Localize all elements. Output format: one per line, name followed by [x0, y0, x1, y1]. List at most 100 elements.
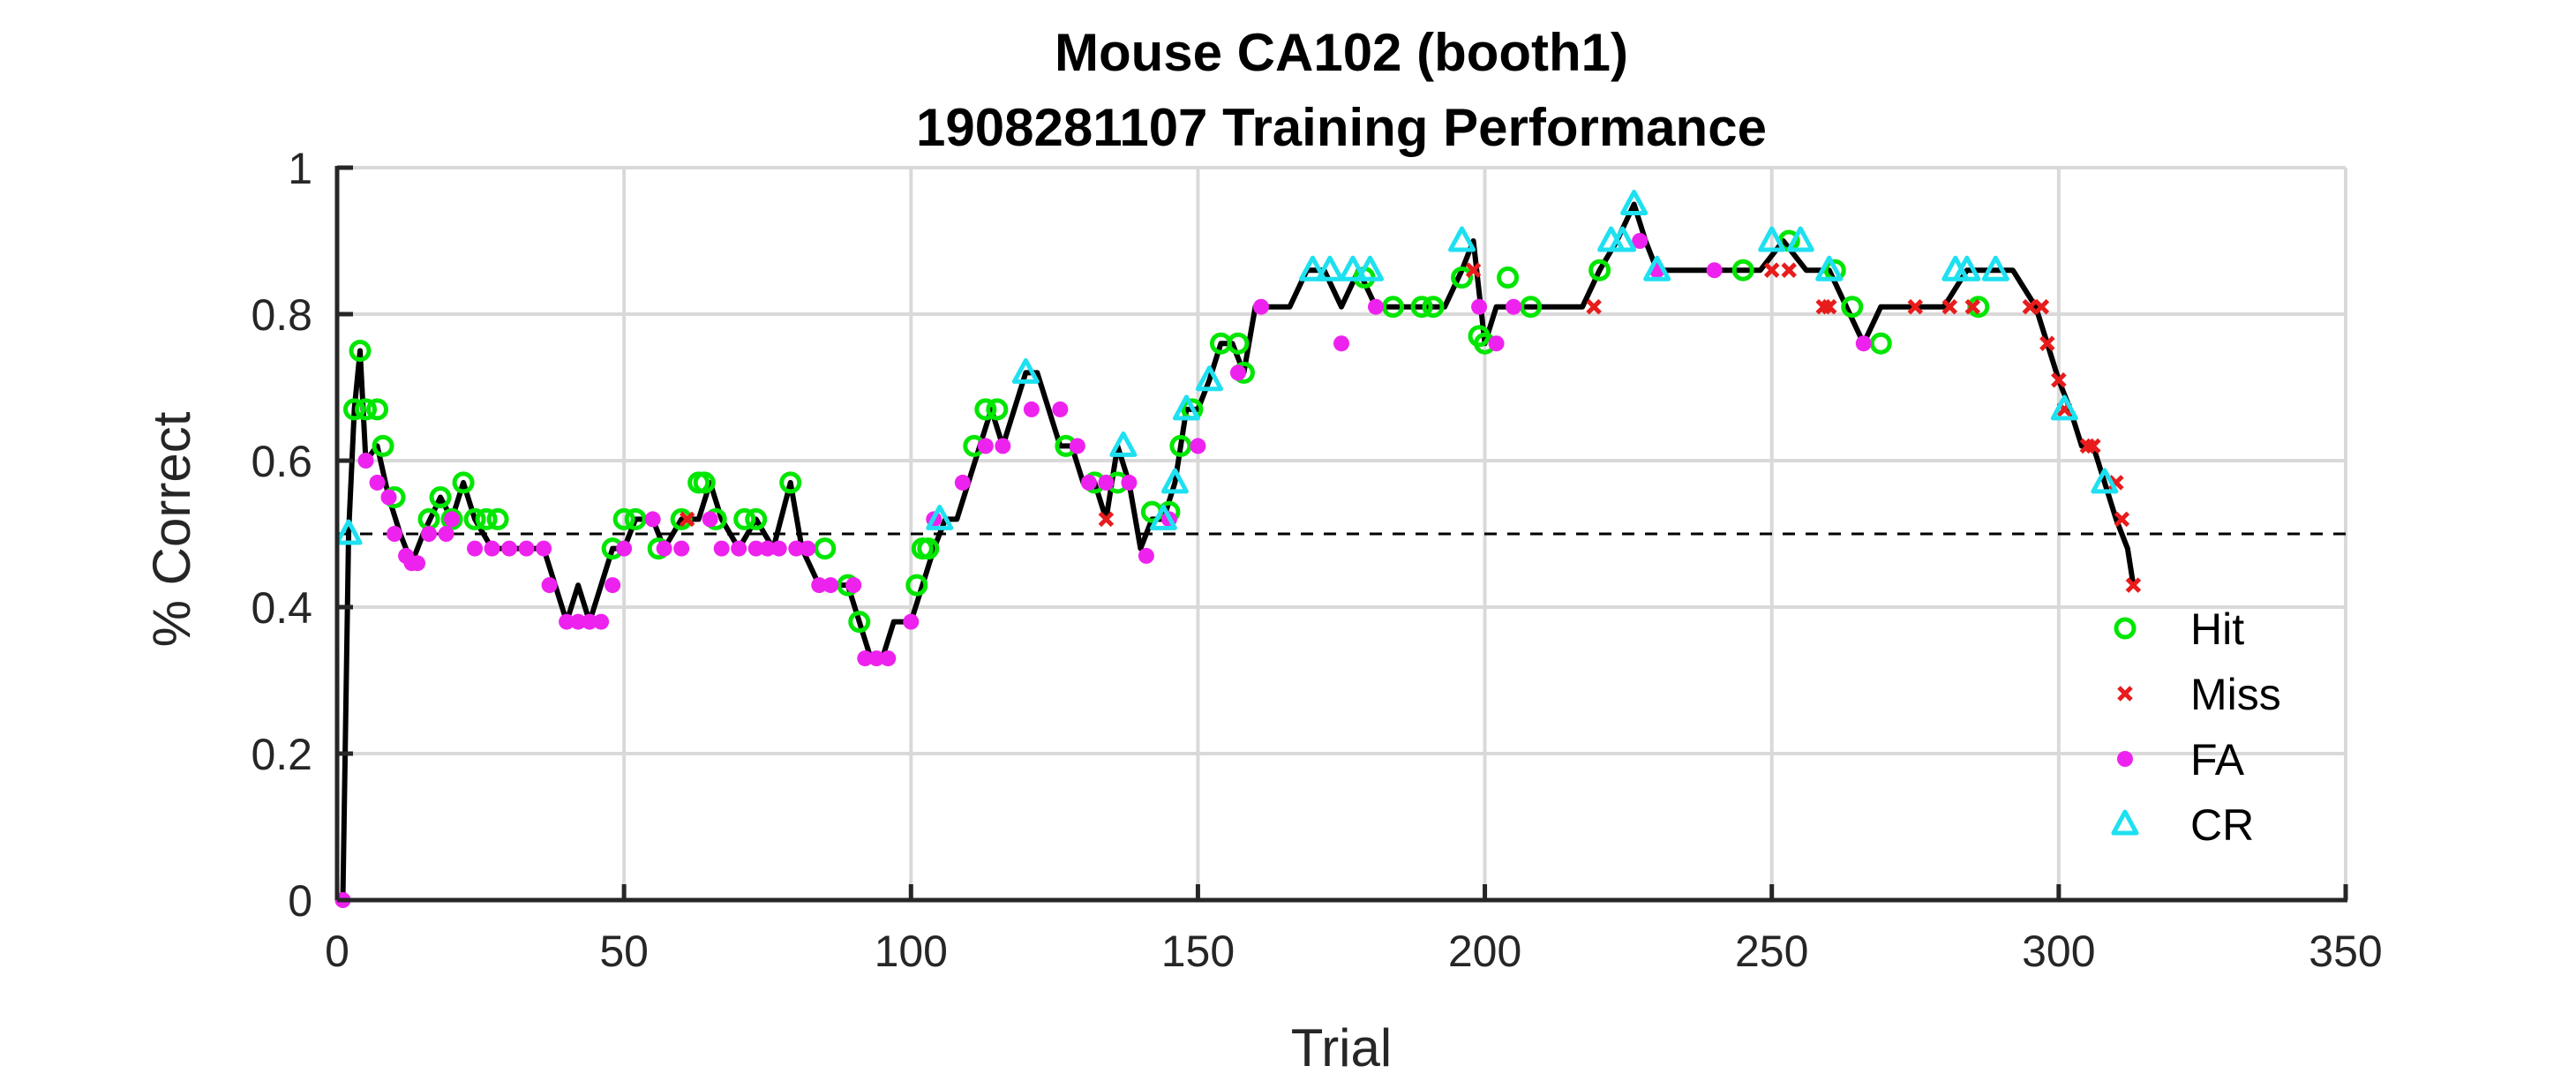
data-point-fa	[1488, 335, 1505, 352]
data-point-fa	[811, 577, 828, 594]
legend-label-cr: CR	[2190, 800, 2254, 850]
data-point-cr	[1643, 255, 1671, 282]
y-tick-label: 0.4	[251, 583, 312, 633]
data-point-fa	[1632, 233, 1648, 249]
data-point-fa	[582, 613, 598, 630]
data-point-fa	[1855, 335, 1872, 352]
y-tick-label: 0	[288, 876, 312, 926]
data-point-cr	[926, 504, 954, 530]
data-point-fa	[1252, 298, 1269, 315]
data-point-fa	[903, 613, 920, 630]
data-point-fa	[1023, 401, 1040, 417]
data-point-fa	[1190, 438, 1206, 454]
legend: Hit Miss FA CR	[2111, 604, 2281, 850]
data-point-cr	[1609, 226, 1637, 252]
data-point-hit	[612, 507, 635, 530]
data-point-miss	[679, 511, 695, 528]
x-tick-label: 300	[2022, 927, 2095, 976]
data-point-fa	[467, 540, 484, 557]
y-tick-label: 0.2	[251, 730, 312, 779]
data-point-hit	[733, 507, 756, 530]
data-point-fa	[484, 540, 500, 557]
data-point-hit	[486, 507, 509, 530]
x-tick-label: 150	[1161, 927, 1235, 976]
data-point-cr	[2091, 468, 2119, 494]
data-point-hit	[779, 471, 802, 494]
data-point-hit	[1588, 259, 1611, 282]
data-point-fa	[770, 540, 787, 557]
data-point-miss	[2051, 372, 2067, 388]
data-point-cr	[1786, 226, 1814, 252]
data-point-fa	[380, 489, 397, 506]
y-tick-label: 1	[288, 144, 312, 193]
data-point-hit	[1451, 266, 1474, 289]
data-point-fa	[880, 650, 897, 667]
data-point-fa	[713, 540, 730, 557]
data-point-cr	[1448, 226, 1476, 252]
chart-title-line-1: Mouse CA102 (booth1)	[1055, 23, 1628, 82]
data-point-miss	[2033, 298, 2050, 315]
data-point-hit	[1410, 296, 1433, 319]
data-point-fa	[536, 540, 552, 557]
data-point-cr	[1620, 190, 1648, 215]
data-point-fa	[845, 577, 862, 594]
data-point-fa	[857, 650, 874, 667]
data-point-hit	[693, 471, 716, 494]
data-point-cr	[1953, 255, 1981, 282]
axes	[334, 165, 2348, 903]
data-point-fa	[1080, 474, 1097, 491]
legend-marker-cr	[2111, 809, 2139, 836]
data-point-hit	[814, 537, 837, 560]
data-point-fa	[800, 540, 816, 557]
data-point-fa	[644, 511, 661, 528]
data-point-fa	[501, 540, 518, 557]
data-point-miss	[2039, 335, 2055, 351]
data-point-fa	[1229, 364, 1246, 381]
data-point-miss	[2114, 511, 2130, 528]
data-point-fa	[995, 438, 1011, 454]
legend-marker-hit	[2114, 617, 2137, 640]
data-point-hit	[974, 398, 997, 421]
data-point-miss	[1907, 298, 1924, 315]
data-point-miss	[1763, 262, 1780, 278]
data-point-hit	[475, 507, 498, 530]
data-point-cr	[1758, 226, 1786, 252]
y-tick-label: 0.8	[251, 290, 312, 340]
data-point-fa	[369, 474, 386, 491]
data-point-fa	[1098, 474, 1115, 491]
data-point-fa	[518, 540, 535, 557]
chart-title-line-2: 1908281107 Training Performance	[916, 98, 1767, 157]
data-point-miss	[1098, 511, 1115, 528]
data-point-hit	[355, 398, 378, 421]
data-point-cr	[1109, 431, 1138, 457]
data-point-miss	[2022, 298, 2039, 315]
y-axis-label: % Correct	[142, 411, 201, 647]
data-point-miss	[1586, 298, 1602, 315]
data-point-cr	[1815, 255, 1844, 282]
data-point-hit	[452, 471, 475, 494]
data-point-hit	[463, 507, 486, 530]
data-point-fa	[438, 526, 454, 542]
data-point-miss	[1465, 262, 1482, 278]
data-point-hit	[917, 537, 940, 560]
data-point-fa	[570, 613, 587, 630]
x-tick-label: 0	[325, 927, 349, 976]
data-point-fa	[954, 474, 971, 491]
data-point-fa	[1706, 262, 1723, 279]
data-point-miss	[2125, 577, 2142, 593]
data-point-cr	[1316, 255, 1344, 282]
x-tick-label: 350	[2309, 927, 2382, 976]
data-point-hit	[1869, 332, 1892, 355]
data-point-cr	[1339, 255, 1367, 282]
legend-label-hit: Hit	[2190, 604, 2244, 654]
x-tick-label: 100	[875, 927, 948, 976]
data-point-hit	[1227, 332, 1250, 355]
legend-marker-fa	[2117, 751, 2133, 767]
data-point-cr	[1172, 394, 1200, 421]
data-point-fa	[605, 577, 621, 594]
data-point-miss	[2085, 438, 2101, 454]
data-point-hit	[745, 507, 768, 530]
data-point-cr	[1981, 255, 2009, 282]
data-point-miss	[1941, 298, 1958, 315]
